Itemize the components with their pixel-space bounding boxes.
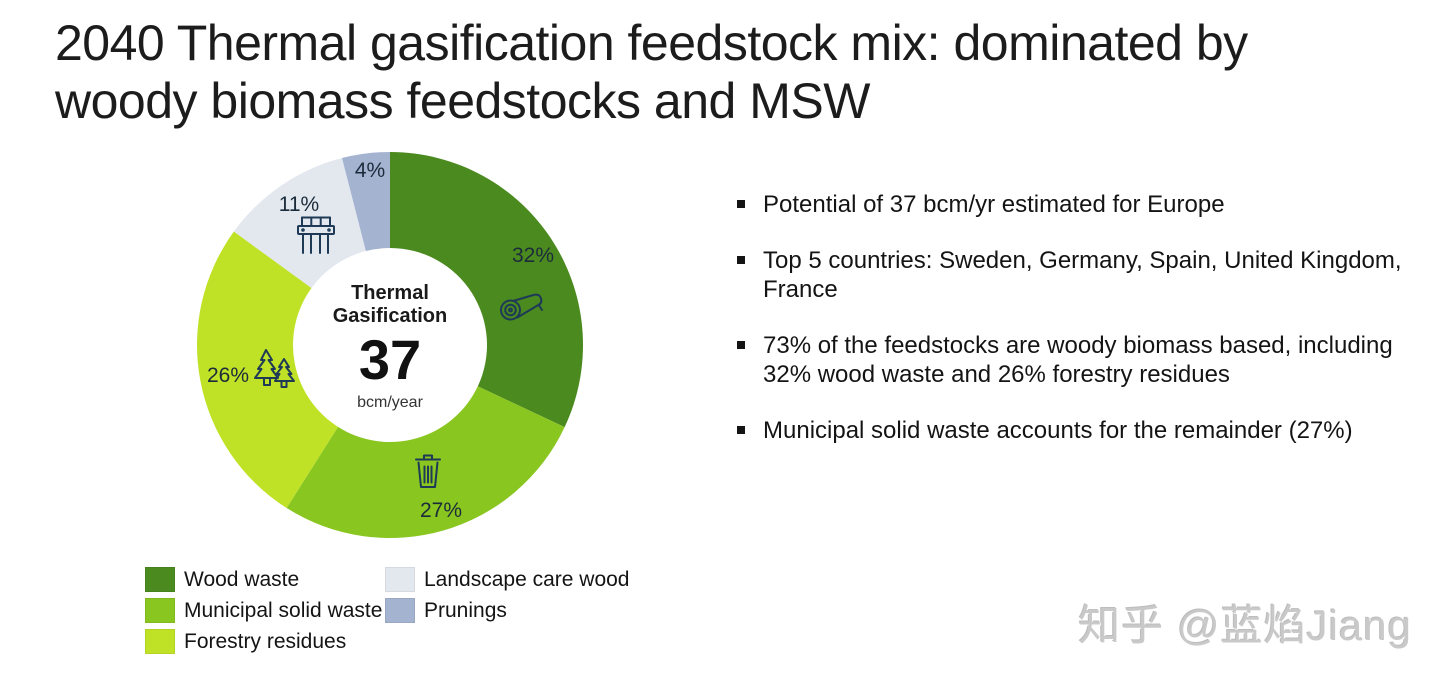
legend-item-wood-waste: Wood waste [145,567,382,592]
bullet-text-1: Potential of 37 bcm/yr estimated for Eur… [763,191,1225,218]
bullet-square-icon [737,341,745,349]
donut-segment-wood-waste [390,152,584,428]
legend-label: Prunings [424,598,507,622]
segment-label-forestry-residues: 26% [206,364,250,387]
donut-center-label: Thermal Gasification 37 bcm/year [300,282,480,412]
segment-label-municipal-solid-waste: 27% [419,499,463,522]
legend-swatch-municipal-solid-waste [145,598,175,623]
legend-column-1: Wood waste Municipal solid waste Forestr… [145,567,382,660]
bullet-text-4: Municipal solid waste accounts for the r… [763,417,1353,444]
legend-item-forestry-residues: Forestry residues [145,629,382,654]
bullet-square-icon [737,256,745,264]
fence-icon [294,215,338,255]
donut-center-title: Thermal Gasification [332,282,448,327]
trash-icon [413,452,443,490]
donut-segment-landscape-care-wood [233,158,366,288]
legend-swatch-landscape-care-wood [385,567,415,592]
legend-swatch-forestry-residues [145,629,175,654]
segment-label-landscape-care-wood: 11% [278,193,320,216]
donut-center-unit: bcm/year [357,394,423,411]
legend-item-landscape-care-wood: Landscape care wood [385,567,629,592]
legend-column-2: Landscape care wood Prunings [385,567,629,629]
bullet-text-2: Top 5 countries: Sweden, Germany, Spain,… [763,247,1402,303]
donut-segment-forestry-residues [197,231,339,508]
segment-label-prunings: 4% [354,159,386,182]
bullet-text-3: 73% of the feedstocks are woody biomass … [763,332,1393,388]
bullet-item-4: Municipal solid waste accounts for the r… [737,416,1427,445]
log-icon [500,289,546,323]
donut-center-value: 37 [358,328,422,391]
pine-trees-icon [252,348,296,392]
donut-svg [197,152,584,539]
donut-segment-municipal-solid-waste [286,386,565,539]
donut-chart: Thermal Gasification 37 bcm/year 32% 27%… [150,140,630,575]
page-title: 2040 Thermal gasification feedstock mix:… [55,15,1248,129]
watermark-text: 知乎 @蓝焰Jiang [1078,602,1412,649]
bullet-item-3: 73% of the feedstocks are woody biomass … [737,331,1427,389]
bullet-square-icon [737,426,745,434]
legend-label: Landscape care wood [424,567,630,591]
segment-label-wood-waste: 32% [511,244,555,267]
legend-swatch-wood-waste [145,567,175,592]
legend-item-municipal-solid-waste: Municipal solid waste [145,598,382,623]
bullet-item-2: Top 5 countries: Sweden, Germany, Spain,… [737,246,1427,304]
legend-label: Municipal solid waste [184,598,383,622]
legend-item-prunings: Prunings [385,598,629,623]
legend-label: Wood waste [184,567,300,591]
bullet-item-1: Potential of 37 bcm/yr estimated for Eur… [737,190,1427,219]
bullet-square-icon [737,200,745,208]
legend-label: Forestry residues [184,629,347,653]
donut-segment-prunings [342,152,390,252]
key-points-list: Potential of 37 bcm/yr estimated for Eur… [737,190,1427,472]
legend-swatch-prunings [385,598,415,623]
